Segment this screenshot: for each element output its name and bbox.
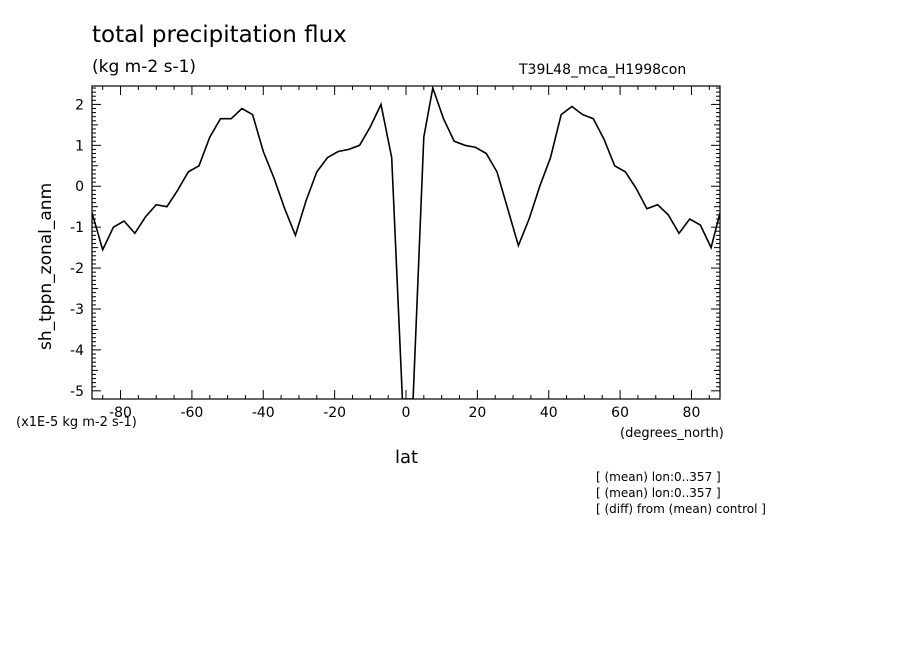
plot-frame xyxy=(91,85,721,400)
y-tick-label: -3 xyxy=(70,302,84,318)
y-tick-label: 1 xyxy=(75,138,84,154)
y-tick-label: -2 xyxy=(70,261,84,277)
note-line: [ (mean) lon:0..357 ] xyxy=(596,470,721,484)
y-tick-label: -5 xyxy=(70,384,84,400)
y-tick-label: 0 xyxy=(75,179,84,195)
x-tick-label: -20 xyxy=(323,405,346,421)
y-tick-label: -1 xyxy=(70,220,84,236)
x-tick-label: -60 xyxy=(180,405,203,421)
x-tick-label: -80 xyxy=(109,405,132,421)
x-axis-units: (degrees_north) xyxy=(620,426,724,441)
x-axis-label: lat xyxy=(395,447,419,468)
data-series-line xyxy=(92,86,720,399)
note-line: [ (diff) from (mean) control ] xyxy=(596,502,766,516)
run-label: T39L48_mca_H1998con xyxy=(519,62,687,78)
x-tick-label: 20 xyxy=(468,405,486,421)
y-tick-label: 2 xyxy=(75,97,84,113)
x-tick-label: 60 xyxy=(611,405,629,421)
y-tick-label: -4 xyxy=(70,343,84,359)
chart-units: (kg m-2 s-1) xyxy=(92,57,197,77)
scale-note: (x1E-5 kg m-2 s-1) xyxy=(16,415,137,430)
x-tick-label: 0 xyxy=(402,405,411,421)
x-tick-label: 40 xyxy=(540,405,558,421)
x-tick-label: 80 xyxy=(683,405,701,421)
x-tick-label: -40 xyxy=(252,405,275,421)
chart-title: total precipitation flux xyxy=(92,22,347,48)
note-line: [ (mean) lon:0..357 ] xyxy=(596,486,721,500)
